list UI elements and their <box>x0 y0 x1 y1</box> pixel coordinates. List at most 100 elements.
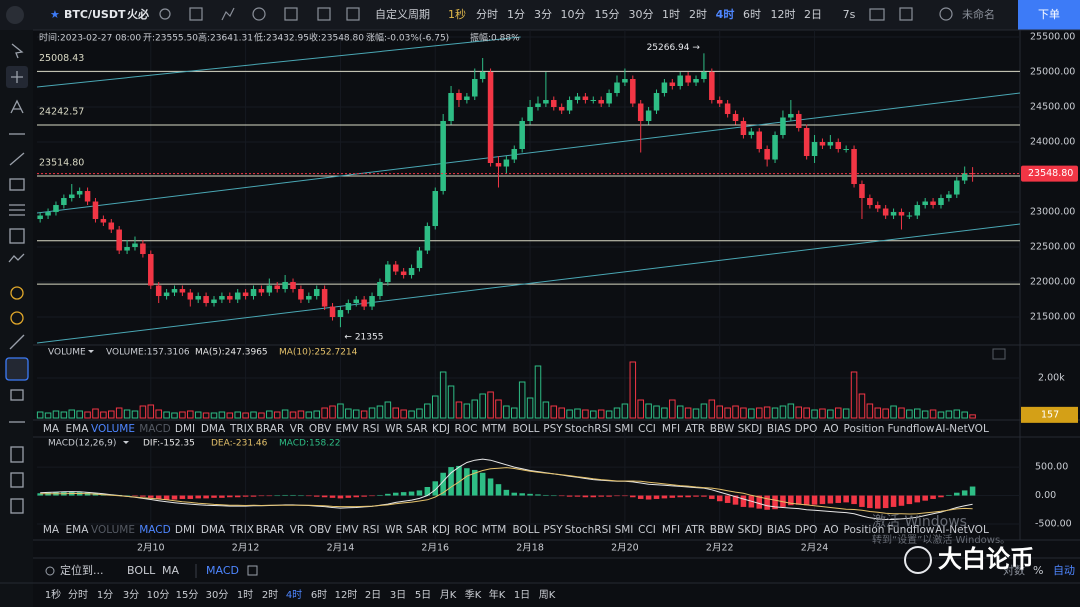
indicator-tab[interactable]: StochRSI <box>565 423 612 435</box>
period-option[interactable]: 3日 <box>390 590 406 601</box>
indicator-tab[interactable]: MACD <box>139 423 170 435</box>
lock-tool[interactable] <box>10 389 24 401</box>
fullscreen-icon[interactable] <box>899 7 913 21</box>
layout-icon[interactable] <box>317 7 331 21</box>
indicator-tab[interactable]: BRAR <box>256 524 285 536</box>
indicator-tab[interactable]: SKDJ <box>738 423 763 435</box>
indicator-tab[interactable]: BIAS <box>767 524 791 536</box>
period-option[interactable]: 年K <box>489 588 506 601</box>
pen-active[interactable] <box>5 357 29 381</box>
period-option[interactable]: 30分 <box>629 8 654 21</box>
indicator-tab[interactable]: ATR <box>685 524 705 536</box>
fib-tool[interactable] <box>9 204 25 216</box>
indicator-tab[interactable]: SMI <box>615 524 634 536</box>
indicator-tab[interactable]: MFI <box>662 524 680 536</box>
indicator-tab[interactable]: KDJ <box>432 524 450 536</box>
period-option[interactable]: 4时 <box>716 7 735 21</box>
locate-button[interactable]: 定位到... <box>60 563 104 577</box>
pattern-tool[interactable] <box>9 228 25 244</box>
magnet-strong-tool[interactable] <box>10 311 24 325</box>
template-icon[interactable] <box>284 7 298 21</box>
period-option[interactable]: 6时 <box>311 589 327 601</box>
period-option[interactable]: 12时 <box>335 589 358 601</box>
period-option[interactable]: 5日 <box>415 590 431 601</box>
indicator-tab[interactable]: ROC <box>455 524 478 536</box>
indicator-tab[interactable]: EMV <box>336 423 360 435</box>
user-icon[interactable] <box>939 7 953 21</box>
period-option[interactable]: 6时 <box>743 8 761 21</box>
period-option[interactable]: 分时 <box>68 589 88 601</box>
copy-tool[interactable] <box>10 472 24 488</box>
indicator-tab[interactable]: AI-NetVOL <box>935 524 989 536</box>
percent-toggle[interactable]: % <box>1033 564 1043 577</box>
indicator-tab[interactable]: MTM <box>482 524 507 536</box>
indicator-tab[interactable]: Position <box>844 524 885 536</box>
indicator-tab[interactable]: Fundflow <box>887 423 934 435</box>
period-option[interactable]: 3分 <box>123 589 139 601</box>
indicator-tab[interactable]: VOLUME <box>91 423 135 435</box>
period-option[interactable]: 1日 <box>514 590 530 601</box>
grid-icon[interactable] <box>346 7 360 21</box>
indicator-tab[interactable]: KDJ <box>432 423 450 435</box>
indicator-tab[interactable]: EMA <box>66 423 90 435</box>
delete-tool[interactable] <box>10 498 24 514</box>
period-option[interactable]: 3分 <box>534 8 552 21</box>
indicator-tab[interactable]: DPO <box>795 524 818 536</box>
period-option[interactable]: 15分 <box>176 589 199 601</box>
period-option[interactable]: 10分 <box>147 589 170 601</box>
indicator-tab[interactable]: PSY <box>543 524 563 536</box>
indicator-tab[interactable]: MTM <box>482 423 507 435</box>
overlay-tab[interactable]: MA <box>162 564 179 577</box>
indicator-tab[interactable]: AO <box>823 423 838 435</box>
indicator-tab[interactable]: BOLL <box>513 524 540 536</box>
layout-name[interactable]: 未命名 <box>962 7 995 21</box>
period-option[interactable]: 2时 <box>689 8 707 21</box>
settings-icon[interactable] <box>252 7 266 21</box>
period-option[interactable]: 15分 <box>595 8 620 21</box>
crosshair-tool[interactable] <box>11 71 23 83</box>
indicator-tab[interactable]: WR <box>385 524 403 536</box>
indicator-tab[interactable]: DMA <box>201 524 226 536</box>
period-option[interactable]: 1分 <box>97 589 113 601</box>
period-option[interactable]: 1秒 <box>448 7 466 21</box>
custom-period[interactable]: 自定义周期 <box>375 7 430 21</box>
period-option[interactable]: 2时 <box>262 589 278 601</box>
indicator-tab[interactable]: SKDJ <box>738 524 763 536</box>
period-option[interactable]: 2日 <box>804 8 822 21</box>
period-option[interactable]: 月K <box>440 589 457 601</box>
indicator-tab[interactable]: SAR <box>406 423 427 435</box>
indicator-tab[interactable]: VR <box>290 423 304 435</box>
period-option[interactable]: 30分 <box>206 589 229 601</box>
indicator-tab[interactable]: DMI <box>175 524 195 536</box>
ruler-tool[interactable] <box>9 334 25 350</box>
indicator-tab[interactable]: MA <box>43 423 60 435</box>
indicator-tab[interactable]: DMA <box>201 423 226 435</box>
period-option[interactable]: 10分 <box>561 8 586 21</box>
indicator-tab[interactable]: EMV <box>336 524 360 536</box>
order-button-bg[interactable] <box>1018 0 1080 30</box>
indicator-tab[interactable]: ATR <box>685 423 705 435</box>
indicator-tab[interactable]: TRIX <box>229 423 254 435</box>
indicator-tab[interactable]: AI-NetVOL <box>935 423 989 435</box>
period-option[interactable]: 1秒 <box>45 588 61 601</box>
rect-tool[interactable] <box>9 178 25 191</box>
period-option[interactable]: 周K <box>539 589 556 601</box>
indicator-tab[interactable]: CCI <box>638 423 656 435</box>
order-button[interactable]: 下单 <box>1038 8 1060 21</box>
period-option[interactable]: 12时 <box>771 8 796 21</box>
indicator-tab[interactable]: MFI <box>662 423 680 435</box>
period-option[interactable]: 分时 <box>476 8 498 21</box>
indicator-tab[interactable]: DPO <box>795 423 818 435</box>
indicator-tab[interactable]: StochRSI <box>565 524 612 536</box>
indicator-tab[interactable]: RSI <box>362 524 379 536</box>
log-toggle[interactable]: 对数 <box>1003 563 1025 577</box>
indicator-tab[interactable]: WR <box>385 423 403 435</box>
bookmark-tool[interactable] <box>10 446 24 463</box>
text-tool[interactable] <box>10 99 24 114</box>
indicator-tab[interactable]: DMI <box>175 423 195 435</box>
magnet-tool[interactable] <box>10 286 24 300</box>
camera-icon[interactable] <box>869 8 885 21</box>
indicator-tab[interactable]: RSI <box>362 423 379 435</box>
auto-toggle[interactable]: 自动 <box>1053 564 1075 577</box>
cursor-tool[interactable] <box>11 43 24 59</box>
